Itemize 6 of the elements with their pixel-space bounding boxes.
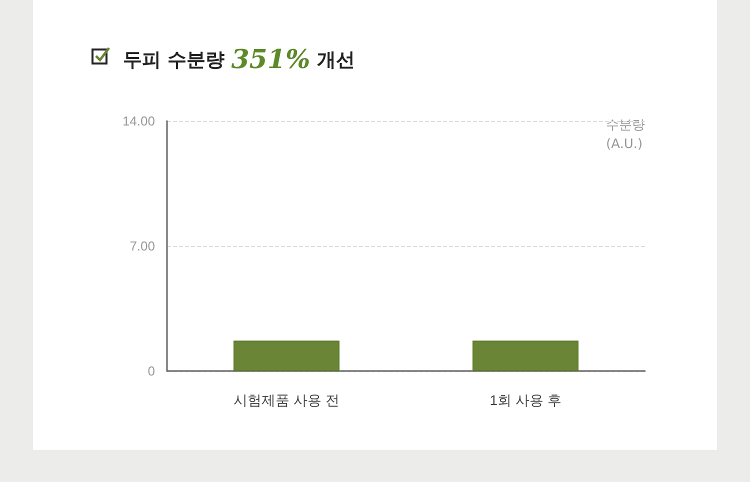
y-tick-label: 7.00 <box>130 238 155 254</box>
x-tick-label: 시험제품 사용 전 <box>234 392 340 408</box>
x-tick-label: 1회 사용 후 <box>490 392 562 408</box>
chart-title: 두피 수분량 351% 개선 <box>123 45 355 75</box>
y-tick-label: 14.00 <box>122 114 155 128</box>
y-tick-label: 0 <box>148 364 155 378</box>
